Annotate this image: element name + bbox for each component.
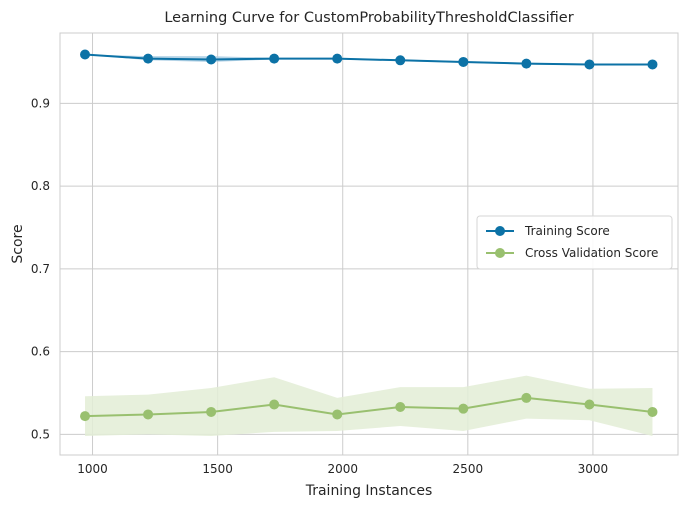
data-point xyxy=(332,409,343,420)
grid xyxy=(60,33,678,455)
y-axis-label: Score xyxy=(10,224,26,263)
x-tick-label: 1500 xyxy=(202,462,233,476)
y-tick-label: 0.6 xyxy=(31,345,50,359)
score-band-series-1 xyxy=(85,375,653,436)
data-point xyxy=(584,59,595,70)
legend-label: Training Score xyxy=(524,224,610,238)
legend-marker xyxy=(495,226,505,236)
data-point xyxy=(584,399,595,410)
data-point xyxy=(143,53,154,64)
y-tick-label: 0.9 xyxy=(31,96,50,110)
data-point xyxy=(521,392,532,403)
data-point xyxy=(143,409,154,420)
data-point xyxy=(269,399,280,410)
score-points xyxy=(80,49,658,422)
y-tick-label: 0.7 xyxy=(31,262,50,276)
legend-label: Cross Validation Score xyxy=(525,246,658,260)
data-point xyxy=(269,53,280,64)
data-point xyxy=(395,402,406,413)
data-point xyxy=(458,56,469,67)
data-point xyxy=(206,406,217,417)
x-tick-label: 1000 xyxy=(77,462,108,476)
data-point xyxy=(80,411,91,422)
x-axis-label: Training Instances xyxy=(305,483,433,499)
legend-marker xyxy=(495,248,505,258)
score-line-series-1 xyxy=(84,396,653,418)
y-tick-label: 0.8 xyxy=(31,179,50,193)
legend: Training Score Cross Validation Score xyxy=(476,215,673,270)
data-point xyxy=(647,406,658,417)
score-lines xyxy=(84,53,653,418)
data-point xyxy=(80,49,91,60)
data-point xyxy=(206,54,217,65)
data-point xyxy=(521,58,532,69)
legend-box xyxy=(476,215,673,270)
data-point xyxy=(332,53,343,64)
x-tick-label: 3000 xyxy=(578,462,609,476)
tick-labels: 1000 1500 2000 2500 3000 0.5 0.6 0.7 0.8 0.9 xyxy=(31,96,608,476)
x-tick-label: 2500 xyxy=(453,462,484,476)
x-tick-label: 2000 xyxy=(327,462,358,476)
data-point xyxy=(647,59,658,70)
data-point xyxy=(458,403,469,414)
data-point xyxy=(395,55,406,66)
y-tick-label: 0.5 xyxy=(31,427,50,441)
chart-title: Learning Curve for CustomProbabilityThre… xyxy=(164,10,573,26)
score-line-series-0 xyxy=(84,53,653,66)
